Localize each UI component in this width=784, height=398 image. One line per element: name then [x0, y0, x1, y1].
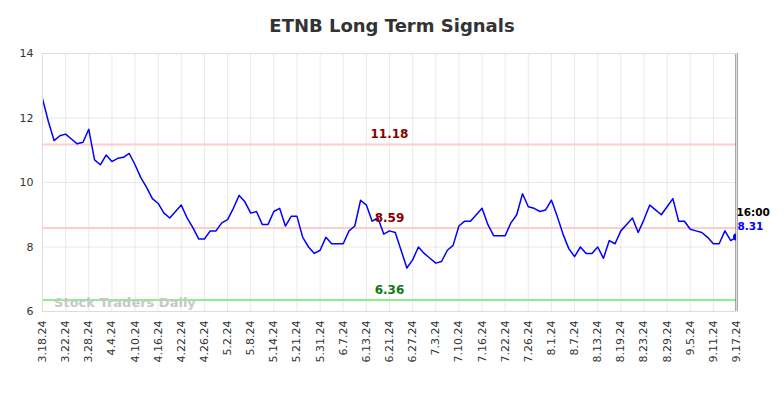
svg-text:11.18: 11.18	[371, 127, 409, 141]
svg-text:6.27.24: 6.27.24	[406, 321, 419, 363]
svg-text:7.16.24: 7.16.24	[476, 321, 489, 363]
svg-text:7.22.24: 7.22.24	[499, 321, 512, 363]
svg-text:4.4.24: 4.4.24	[105, 321, 118, 356]
svg-text:8.23.24: 8.23.24	[637, 321, 650, 363]
svg-text:4.26.24: 4.26.24	[198, 321, 211, 363]
svg-text:3.28.24: 3.28.24	[82, 321, 95, 363]
svg-text:4.22.24: 4.22.24	[175, 321, 188, 363]
svg-text:6.7.24: 6.7.24	[337, 321, 350, 356]
svg-text:10: 10	[20, 176, 34, 189]
svg-text:8.59: 8.59	[375, 211, 405, 225]
svg-text:6.36: 6.36	[375, 283, 405, 297]
svg-text:8: 8	[27, 241, 34, 254]
svg-text:9.5.24: 9.5.24	[684, 321, 697, 356]
svg-text:9.17.24: 9.17.24	[730, 321, 743, 363]
svg-text:8.13.24: 8.13.24	[591, 321, 604, 363]
svg-text:3.18.24: 3.18.24	[36, 321, 49, 363]
svg-text:8.31: 8.31	[738, 220, 764, 232]
svg-text:6: 6	[27, 305, 34, 318]
svg-text:12: 12	[20, 112, 34, 125]
svg-text:5.14.24: 5.14.24	[267, 321, 280, 363]
svg-text:7.3.24: 7.3.24	[429, 321, 442, 356]
svg-text:8.7.24: 8.7.24	[568, 321, 581, 356]
svg-text:8.1.24: 8.1.24	[545, 321, 558, 356]
svg-text:5.8.24: 5.8.24	[244, 321, 257, 356]
svg-text:4.10.24: 4.10.24	[129, 321, 142, 363]
svg-text:16:00: 16:00	[737, 206, 770, 218]
html-text:ETNB Long Term Signals: ETNB Long Term Signals	[269, 15, 515, 36]
svg-text:8.29.24: 8.29.24	[661, 321, 674, 363]
svg-text:4.16.24: 4.16.24	[152, 321, 165, 363]
svg-text:5.2.24: 5.2.24	[221, 321, 234, 356]
svg-text:5.21.24: 5.21.24	[290, 321, 303, 363]
svg-text:14: 14	[20, 47, 34, 60]
svg-text:7.10.24: 7.10.24	[452, 321, 465, 363]
svg-text:6.13.24: 6.13.24	[360, 321, 373, 363]
svg-text:6.21.24: 6.21.24	[383, 321, 396, 363]
svg-text:8.19.24: 8.19.24	[614, 321, 627, 363]
svg-text:Stock Traders Daily: Stock Traders Daily	[54, 295, 196, 310]
svg-text:9.11.24: 9.11.24	[707, 321, 720, 363]
svg-text:3.22.24: 3.22.24	[59, 321, 72, 363]
svg-text:7.26.24: 7.26.24	[522, 321, 535, 363]
svg-text:5.31.24: 5.31.24	[314, 321, 327, 363]
